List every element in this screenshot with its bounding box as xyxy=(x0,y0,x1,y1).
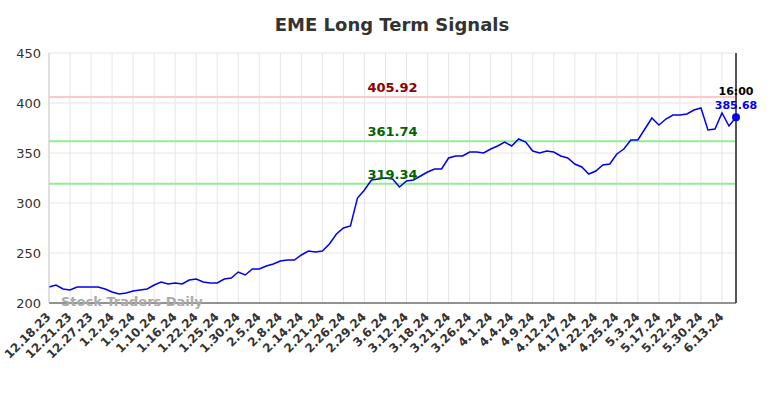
svg-text:361.74: 361.74 xyxy=(367,124,417,139)
svg-text:12.21.23: 12.21.23 xyxy=(22,309,75,362)
svg-text:2.8.24: 2.8.24 xyxy=(245,309,285,350)
svg-text:5.17.24: 5.17.24 xyxy=(617,309,664,356)
svg-text:4.9.24: 4.9.24 xyxy=(497,309,538,350)
svg-text:5.3.24: 5.3.24 xyxy=(602,309,643,350)
svg-text:350: 350 xyxy=(16,146,41,161)
svg-text:1.2.24: 1.2.24 xyxy=(76,309,117,350)
svg-text:400: 400 xyxy=(16,96,41,111)
svg-text:4.1.24: 4.1.24 xyxy=(455,309,496,350)
svg-text:1.30.24: 1.30.24 xyxy=(197,309,243,356)
svg-text:200: 200 xyxy=(16,296,41,311)
svg-text:12.27.23: 12.27.23 xyxy=(43,309,96,362)
svg-text:3.6.24: 3.6.24 xyxy=(350,309,391,350)
svg-text:450: 450 xyxy=(16,46,41,61)
svg-text:319.34: 319.34 xyxy=(367,167,417,182)
svg-text:4.12.24: 4.12.24 xyxy=(512,309,559,356)
svg-text:3.26.24: 3.26.24 xyxy=(428,309,475,356)
svg-text:3.21.24: 3.21.24 xyxy=(407,309,454,356)
svg-text:405.92: 405.92 xyxy=(367,80,417,95)
svg-text:2.29.24: 2.29.24 xyxy=(323,309,370,356)
svg-text:300: 300 xyxy=(16,196,41,211)
svg-text:1.25.24: 1.25.24 xyxy=(176,309,222,356)
svg-text:1.22.24: 1.22.24 xyxy=(154,309,201,356)
svg-text:3.12.24: 3.12.24 xyxy=(365,309,412,356)
svg-text:2.26.24: 2.26.24 xyxy=(302,309,348,356)
svg-text:1.16.24: 1.16.24 xyxy=(133,309,180,356)
svg-text:1.5.24: 1.5.24 xyxy=(97,309,138,350)
html-text:Stock Traders Daily: Stock Traders Daily xyxy=(61,294,203,309)
svg-text:4.17.24: 4.17.24 xyxy=(533,309,580,356)
svg-text:4.22.24: 4.22.24 xyxy=(554,309,601,356)
svg-text:4.25.24: 4.25.24 xyxy=(575,309,622,356)
svg-text:5.22.24: 5.22.24 xyxy=(638,309,685,356)
svg-text:250: 250 xyxy=(16,246,41,261)
svg-text:2.14.24: 2.14.24 xyxy=(260,309,306,356)
svg-text:2.21.24: 2.21.24 xyxy=(281,309,327,356)
svg-text:4.4.24: 4.4.24 xyxy=(476,309,517,350)
svg-text:3.18.24: 3.18.24 xyxy=(386,309,433,356)
svg-text:6.13.24: 6.13.24 xyxy=(681,310,727,356)
html-text:EME Long Term Signals: EME Long Term Signals xyxy=(274,14,510,35)
svg-text:16:00: 16:00 xyxy=(718,85,753,98)
svg-text:2.5.24: 2.5.24 xyxy=(223,309,264,350)
svg-text:385.68: 385.68 xyxy=(715,99,757,112)
svg-text:5.30.24: 5.30.24 xyxy=(659,309,706,356)
svg-text:1.10.24: 1.10.24 xyxy=(112,309,159,356)
